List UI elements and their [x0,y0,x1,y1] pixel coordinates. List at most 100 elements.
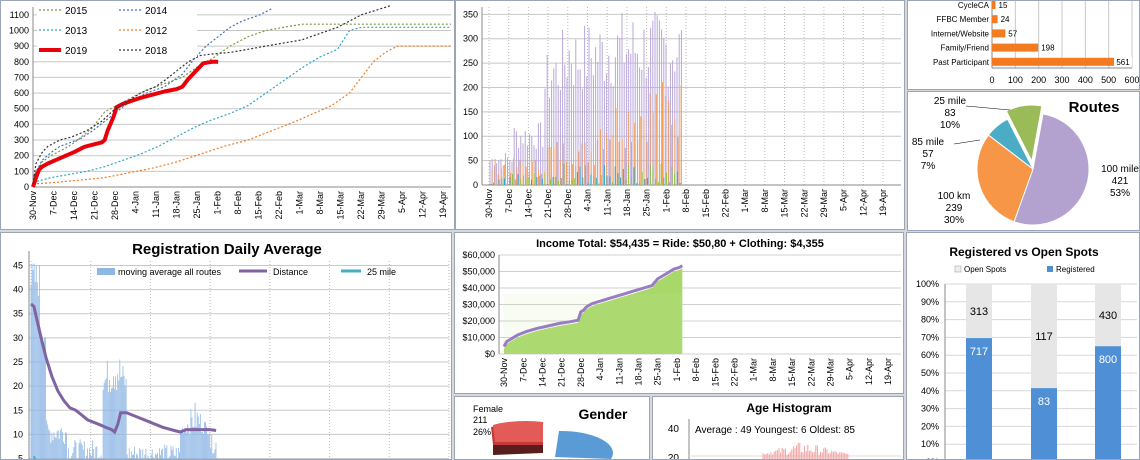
date-tick-label: 22-Feb [721,189,731,218]
open-spots-label: 430 [1099,310,1117,322]
data-label: 198 [1041,44,1055,53]
chart-title: Registration Daily Average [132,241,322,258]
x-tick-label: 400 [1078,75,1093,85]
chart-title: Routes [1069,99,1120,116]
date-tick-label: 14-Dec [69,191,79,221]
date-tick-label: 12-Apr [418,191,428,218]
date-tick-label: 18-Jan [172,191,182,219]
legend-swatch [954,265,962,273]
category-label: Family/Friend [941,44,989,53]
date-tick-label: 14-Dec [538,358,548,388]
slice-label: 85 mile [912,137,945,148]
cumulative-registrations-panel: 0 100 200 300 400 500 600 700 800 900 1000 1100 30-N… [0,0,455,230]
category-label: Past Participant [933,58,990,67]
date-tick-label: 15-Feb [710,358,720,387]
y-tick-label: 300 [14,135,29,145]
legend-swatch [97,268,115,275]
y-tick-label: 50 [468,156,478,166]
date-tick-label: 11-Jan [151,191,161,218]
open-spots-segment [966,284,992,339]
date-tick-label: 19-Apr [878,189,888,216]
legend-label: 25 mile [367,267,396,277]
y-tick-label: 10% [921,439,939,449]
series-line-2015 [32,23,451,181]
y-tick-label: 90% [921,297,939,307]
daily-registrations-panel: 0 50 100 150 200 250 300 350 30-Nov 7-Dec 14-Dec 21… [455,0,905,230]
date-tick-label: 5-Apr [839,189,849,211]
pie-slice [976,134,1034,223]
legend-label: 2015 [65,6,88,17]
slice-percent: 26% [473,427,491,437]
y-tick-label: 250 [463,58,478,68]
date-tick-label: 28-Dec [576,358,586,388]
date-tick-label: 15-Mar [787,358,797,387]
source-bar [992,43,1039,52]
legend-bg [37,43,117,57]
registered-segment [1031,388,1057,459]
date-tick-label: 1-Mar [295,191,305,215]
registration-daily-average-chart: 5 10 15 20 25 30 35 40 45 Registration Daily Aver… [13,241,450,459]
income-panel: $0 $10,000 $20,000 $30,000 $40,000 $50,000 $60… [454,232,904,394]
y-tick-label: 60% [921,350,939,360]
data-label: 15 [999,1,1008,10]
registered-label: 83 [1038,396,1050,408]
registered-segment [1095,346,1121,459]
open-spots-label: 117 [1035,331,1053,343]
y-tick-label: 100 [14,166,29,176]
date-tick-label: 8-Feb [681,189,691,213]
x-tick-label: 100 [1008,75,1023,85]
legend-bg [117,23,197,37]
series-line-2013 [32,26,451,183]
slice-label: 100 km [938,191,971,202]
date-tick-label: 15-Mar [780,189,790,218]
legend-bg [117,43,197,57]
date-tick-label: 22-Mar [356,191,366,220]
date-tick-label: 5-Apr [845,358,855,380]
slice-percent: 30% [944,215,964,226]
date-tick-label: 25-Jan [642,189,652,217]
open-spots-segment [1095,284,1121,347]
date-tick-label: 1-Feb [213,191,223,215]
y-tick-label: $60,000 [462,250,495,260]
data-label: 57 [1008,29,1017,38]
legend-label: 2013 [65,26,88,37]
x-tick-label: 300 [1054,75,1069,85]
date-tick-label: 5-Apr [397,191,407,213]
date-tick-label: 25-Jan [653,358,663,386]
legend-label: Open Spots [964,265,1006,274]
date-tick-label: 11-Jan [602,189,612,216]
date-tick-label: 15-Feb [254,191,264,220]
date-tick-label: 22-Feb [730,358,740,387]
date-tick-label: 8-Feb [233,191,243,215]
slice-label: Female [473,404,503,414]
legend-label: 2018 [145,46,168,57]
y-tick-label: 40 [13,285,23,295]
date-tick-label: 29-Mar [819,189,829,218]
y-tick-label: 300 [463,34,478,44]
daily-registrations-chart: 0 50 100 150 200 250 300 350 30-Nov 7-Dec 14-Dec 21… [463,7,901,219]
date-tick-label: 8-Mar [760,189,770,213]
income-total-line [502,264,684,348]
slice-label: 100 mile [1101,164,1139,175]
y-tick-label: 20% [921,421,939,431]
routes-panel: Routes 100 mile 421 53% 100 km 239 30% 85 mile 5… [907,91,1140,231]
registered-segment [966,338,992,459]
open-spots-label: 313 [970,306,988,318]
y-tick-label: 800 [14,57,29,67]
y-tick-label: 70% [921,332,939,342]
date-tick-label: 7-Dec [504,189,514,214]
cumulative-registrations-chart: 0 100 200 300 400 500 600 700 800 900 1000 1100 30-N… [9,3,451,221]
date-tick-label: 12-Apr [864,358,874,385]
date-tick-label: 22-Mar [799,189,809,218]
y-tick-label: 1100 [10,10,29,20]
date-tick-label: 28-Dec [110,191,120,221]
date-tick-label: 28-Dec [563,189,573,219]
date-tick-label: 21-Dec [90,191,100,221]
y-tick-label: 25 [13,357,23,367]
registered-vs-open-chart: 0% 10% 20% 30% 40% 50% 60% 70% 80% 90% 100% Registe… [916,245,1137,459]
slice-label: 25 mile [934,96,967,107]
x-tick-label: 600 [1124,75,1139,85]
y-tick-label: 30 [13,333,23,343]
